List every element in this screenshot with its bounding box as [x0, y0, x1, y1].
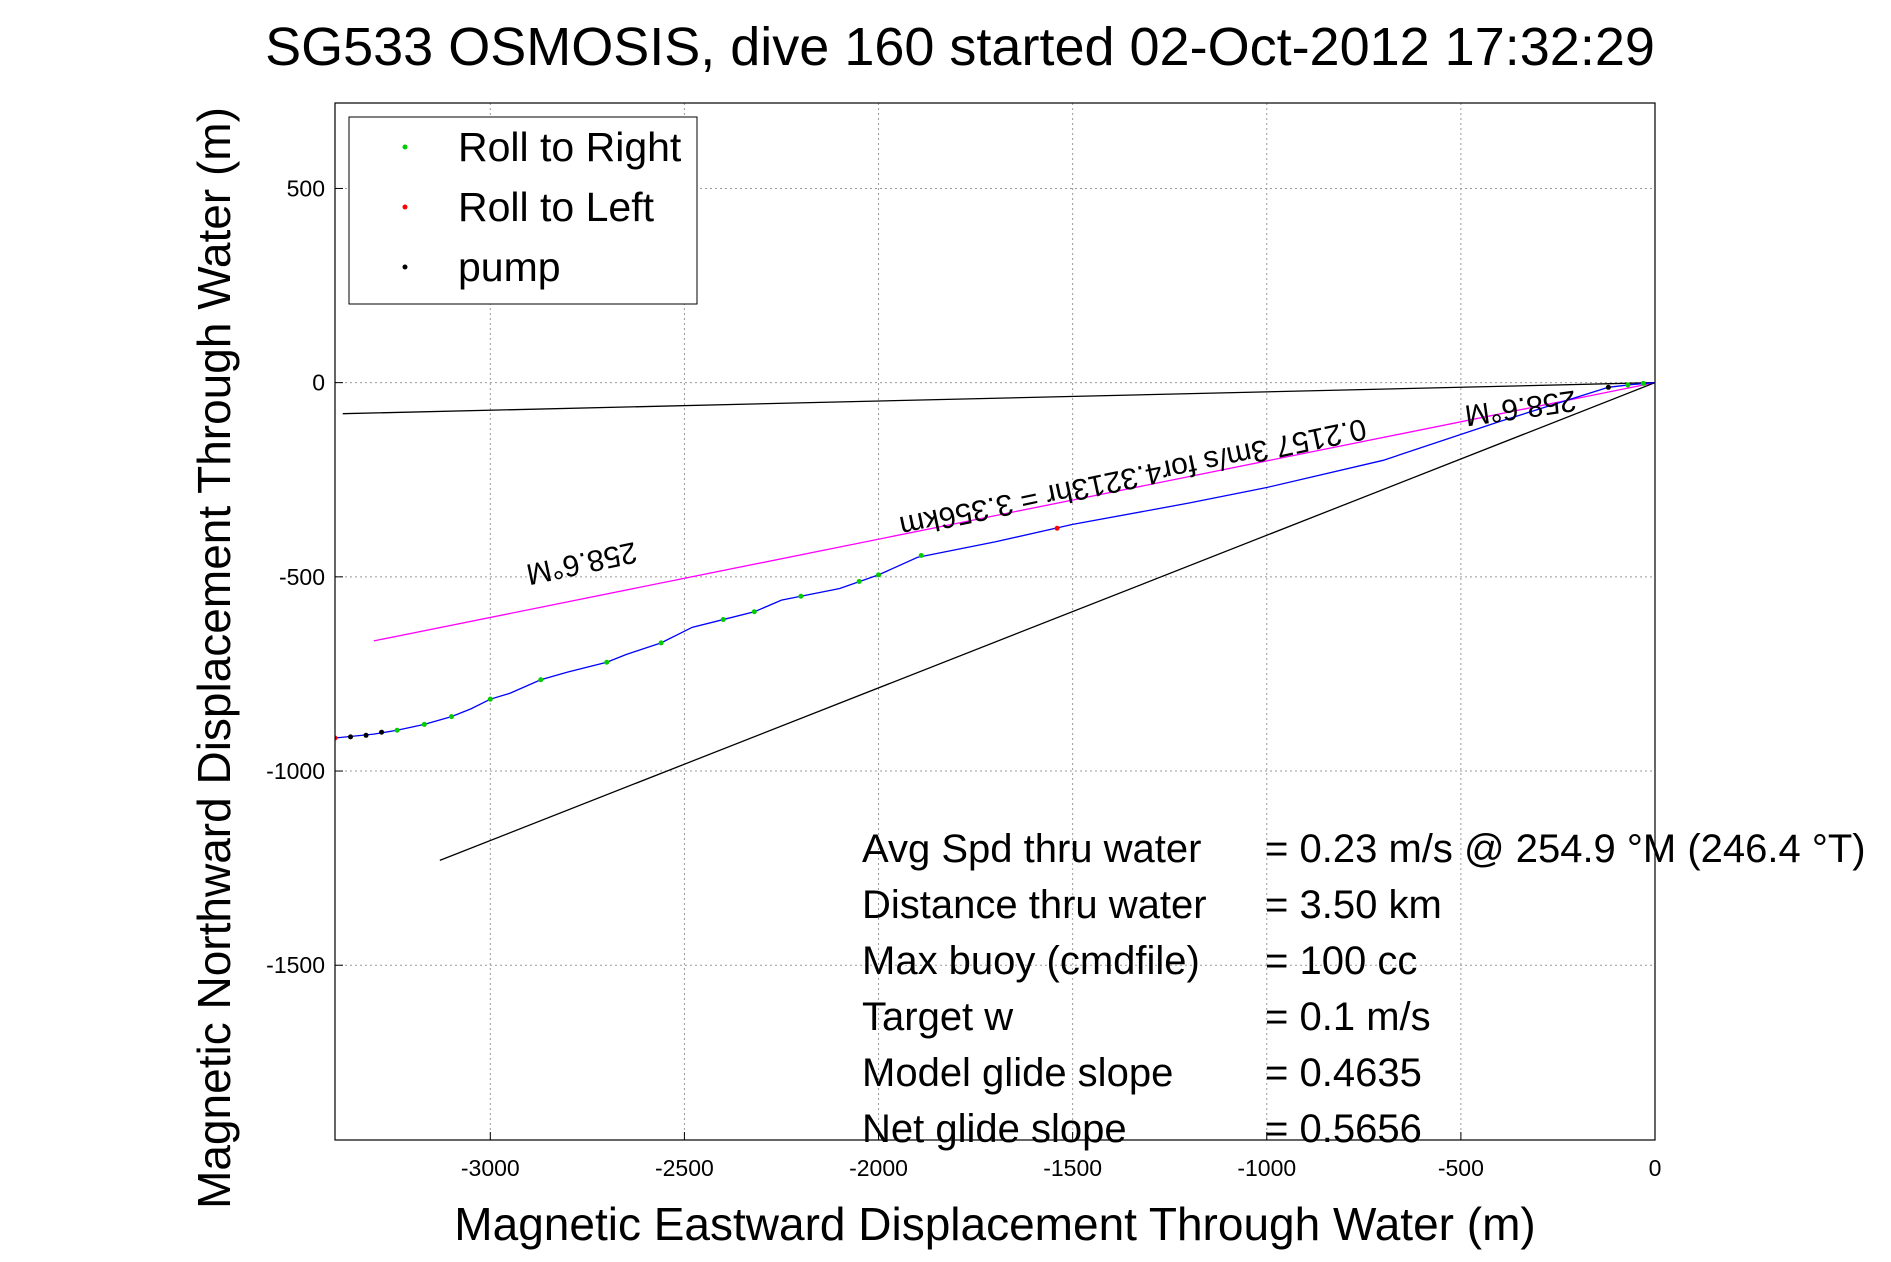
annotation-label: Avg Spd thru water	[862, 827, 1201, 871]
plot-frame	[334, 102, 1656, 1141]
x-axis-label: Magnetic Eastward Displacement Through W…	[454, 1198, 1535, 1250]
x-ticks: -3000 -2500 -2000 -1500 -1000 -500 0	[461, 1132, 1662, 1181]
legend-label: Roll to Left	[458, 184, 655, 230]
roll-right-point	[918, 552, 924, 558]
annotation-label: Distance thru water	[862, 883, 1207, 927]
roll-right-point	[798, 593, 804, 599]
roll-right-point	[538, 677, 544, 683]
x-tick-label: -1000	[1237, 1155, 1296, 1181]
pump-point	[379, 729, 385, 735]
y-tick-label: 500	[287, 175, 325, 201]
x-tick-label: 0	[1649, 1155, 1662, 1181]
legend-marker	[402, 264, 408, 270]
annotation-label: Model glide slope	[862, 1051, 1173, 1095]
y-tick-label: -1000	[266, 758, 325, 784]
annotations: Avg Spd thru water = 0.23 m/s @ 254.9 °M …	[862, 827, 1866, 1151]
roll-right-point	[487, 696, 493, 702]
legend: Roll to Right Roll to Left pump	[348, 116, 698, 305]
roll-left-point	[1054, 525, 1060, 531]
x-tick-label: -2500	[655, 1155, 714, 1181]
rotated-label: 258.6°M	[523, 535, 639, 591]
legend-label: Roll to Right	[458, 124, 682, 170]
roll-right-point	[1625, 382, 1631, 388]
upper-black-line	[342, 381, 1655, 415]
legend-marker	[402, 204, 408, 210]
annotation-label: Target w	[862, 995, 1013, 1039]
annotation-value: = 100 cc	[1265, 939, 1417, 983]
y-tick-label: 0	[312, 370, 325, 396]
roll-right-point	[448, 714, 454, 720]
annotation-value: = 0.4635	[1265, 1051, 1422, 1095]
annotation-label: Max buoy (cmdfile)	[862, 939, 1200, 983]
legend-marker	[402, 144, 408, 150]
y-ticks: 500 0 -500 -1000 -1500	[266, 175, 343, 978]
legend-label: pump	[458, 244, 561, 290]
annotation-value: = 0.1 m/s	[1265, 995, 1431, 1039]
x-tick-label: -3000	[461, 1155, 520, 1181]
y-axis-label: Magnetic Northward Displacement Through …	[188, 107, 240, 1209]
chart-title: SG533 OSMOSIS, dive 160 started 02-Oct-2…	[265, 17, 1655, 77]
roll-right-point	[876, 572, 882, 578]
annotation-value: = 0.23 m/s @ 254.9 °M (246.4 °T)	[1265, 827, 1866, 871]
annotation-value: = 3.50 km	[1265, 883, 1442, 927]
pump-point	[348, 734, 354, 740]
pump-point	[1605, 384, 1611, 390]
pump-point	[363, 732, 369, 738]
heading-line	[373, 382, 1655, 642]
y-tick-label: -500	[279, 564, 325, 590]
y-tick-label: -1500	[266, 952, 325, 978]
track-line	[335, 381, 1655, 739]
x-tick-label: -1500	[1043, 1155, 1102, 1181]
x-tick-label: -2000	[849, 1155, 908, 1181]
roll-right-point	[1640, 380, 1646, 386]
x-tick-label: -500	[1438, 1155, 1484, 1181]
lower-black-line	[439, 382, 1655, 861]
roll-right-point	[751, 609, 757, 615]
grid	[335, 103, 1656, 1140]
roll-right-point	[658, 640, 664, 646]
roll-right-point	[604, 659, 610, 665]
roll-right-point	[856, 578, 862, 584]
annotation-value: = 0.5656	[1265, 1107, 1422, 1151]
annotation-label: Net glide slope	[862, 1107, 1127, 1151]
rotated-label: 258.6°M	[1463, 383, 1579, 431]
roll-right-point	[421, 721, 427, 727]
roll-right-point	[720, 617, 726, 623]
roll-right-point	[394, 727, 400, 733]
roll-left-point	[335, 735, 338, 741]
